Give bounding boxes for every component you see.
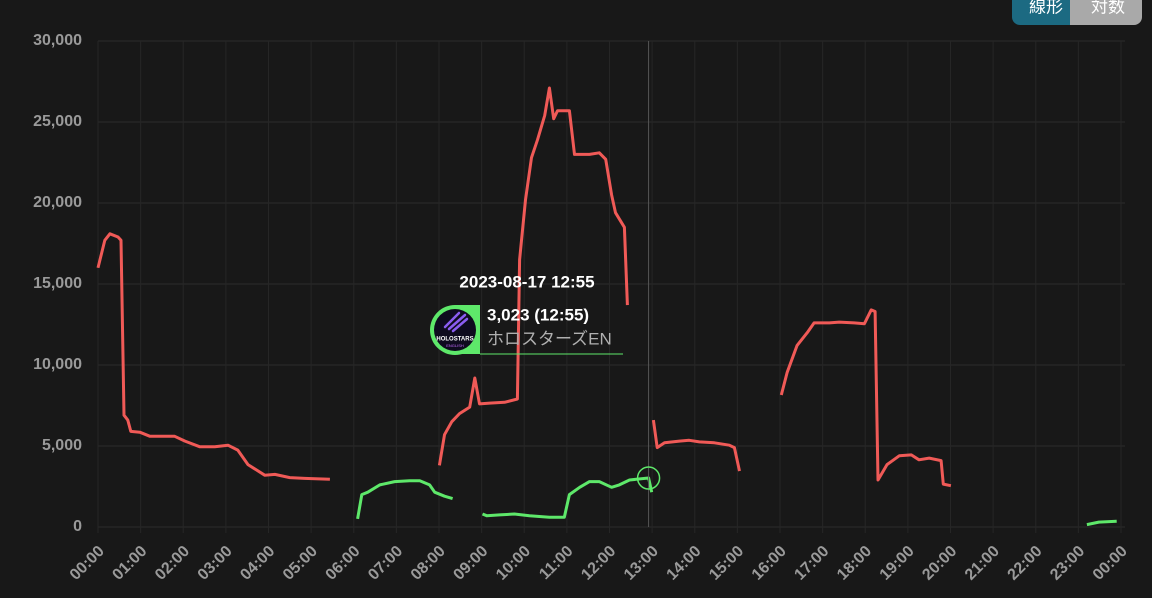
tooltip-series: ホロスターズEN [487,329,612,348]
linear-button-bg[interactable] [1012,0,1078,25]
series-line [356,476,1117,527]
y-tick-label: 5,000 [42,437,82,454]
y-tick-label: 15,000 [33,275,82,292]
logo-subtext: ENGLISH [446,343,464,348]
log-button-bg[interactable] [1078,0,1142,25]
y-tick-label: 25,000 [33,113,82,130]
tooltip-value: 3,023 (12:55) [487,305,589,324]
log-button-join [1070,0,1086,25]
tooltip-title: 2023-08-17 12:55 [459,272,594,291]
logo-lines [443,311,469,333]
linear-button[interactable]: 線形 [1029,0,1063,16]
logo-text: HOLOSTARS [436,337,473,343]
hover-point [636,466,661,490]
scale-toggle: 線形 対数 [1012,0,1142,25]
y-tick-label: 0 [73,518,82,535]
y-tick-label: 10,000 [33,356,82,373]
plot [96,86,1117,527]
series-line [96,86,952,488]
log-button[interactable]: 対数 [1091,0,1125,16]
y-tick-label: 30,000 [33,32,82,49]
y-tick-label: 20,000 [33,194,82,211]
